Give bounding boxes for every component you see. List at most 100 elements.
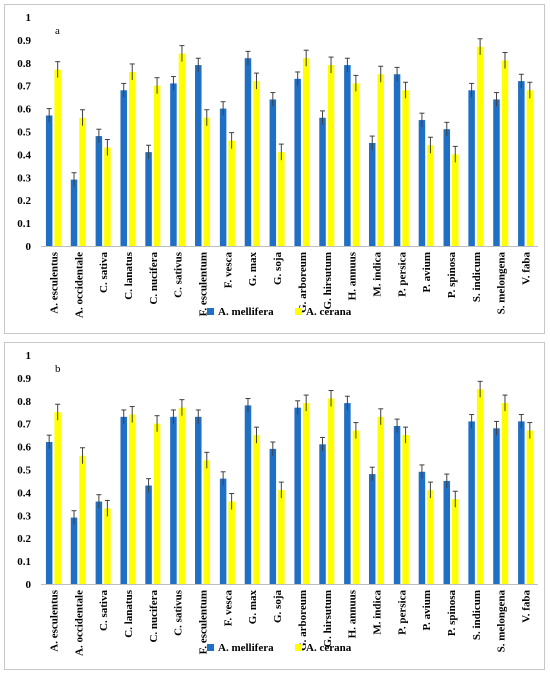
x-tick-label: P. avium [421,590,433,631]
x-tick-label: F. esculentum [198,590,210,654]
x-tick-label: H. annuus [347,251,359,300]
y-tick-label: 0.8 [17,396,31,408]
bar-mellifera [319,117,326,246]
x-tick-label: C. lanatus [123,251,135,299]
legend-label-mellifera: A. mellifera [218,306,274,318]
legend-swatch-mellifera [207,308,214,315]
legend-label-cerana: A. cerana [306,642,352,654]
bar-mellifera [45,442,53,584]
bar-mellifera [368,142,376,246]
x-tick-label: F. esculentum [198,252,210,316]
bar-chart-b: 0 0.1 0.2 0.3 0.4 0.5 0.6 0.7 0.8 0.9 1 b A. esculen… [17,350,538,656]
chart-panel-a: 0 0.1 0.2 0.3 0.4 0.5 0.6 0.7 0.8 0.9 1 a A. esculen… [4,4,545,334]
x-tick-label: G. hirsutum [322,590,334,647]
x-tick-label: A. esculentus [48,589,60,651]
bar-mellifera [170,83,177,246]
bar-mellifera [244,405,252,584]
x-tick-label: A. occidentale [73,252,85,318]
bar-cerana [79,455,86,584]
bar-cerana [203,117,211,246]
x-tick-label: G. hirsutum [322,252,334,309]
bar-cerana [153,85,161,246]
x-tick-label: G. max [247,590,259,625]
y-tick-label: 0.2 [17,533,31,545]
bar-cerana [377,416,384,584]
bar-mellifera [418,120,426,246]
bar-cerana [203,460,211,584]
bar-mellifera [418,471,426,584]
bar-cerana [501,60,509,247]
x-tick-label: C. lanatus [123,589,135,637]
y-tick-label: 0.9 [17,35,31,47]
y-tick-label: 0.1 [17,218,31,230]
bar-mellifera [368,474,376,584]
x-tick-label: C. sativus [173,589,185,636]
x-tick-label: V. faba [521,590,533,623]
bar-mellifera [443,129,451,246]
bar-mellifera [393,74,401,246]
y-tick-label: 1 [26,12,32,24]
bar-mellifera [170,416,177,584]
bar-mellifera [95,136,103,246]
x-tick-label: S. indicum [471,252,483,302]
bar-cerana [452,499,459,584]
y-tick-label: 0 [26,241,32,253]
bar-cerana [104,147,111,246]
bar-mellifera [344,65,351,246]
bar-cerana [228,140,235,246]
bar-cerana [278,152,285,246]
x-tick-label: G. soja [272,590,284,624]
bar-cerana [253,435,260,584]
bar-mellifera [120,416,127,584]
bar-mellifera [195,416,202,584]
y-tick-label: 0.4 [17,149,31,161]
bar-cerana [104,508,111,584]
x-tick-label: F. vesca [222,590,234,627]
y-tick-label: 0.5 [17,127,31,139]
bar-cerana [501,403,509,584]
legend-label-cerana: A. cerana [306,306,352,318]
bar-mellifera [244,58,252,246]
chart-panel-b: 0 0.1 0.2 0.3 0.4 0.5 0.6 0.7 0.8 0.9 1 b A. esculen… [4,342,545,670]
bar-mellifera [70,179,78,246]
bar-mellifera [269,99,277,246]
y-tick-label: 1 [26,350,32,362]
bar-cerana [253,81,260,247]
y-tick-label: 0.1 [17,556,31,568]
bar-mellifera [70,517,78,584]
bar-chart-a: 0 0.1 0.2 0.3 0.4 0.5 0.6 0.7 0.8 0.9 1 a A. esculen… [17,12,538,318]
bar-cerana [302,403,310,584]
bar-mellifera [518,421,525,584]
y-tick-label: 0.6 [17,104,31,116]
panel-label: b [55,363,61,375]
bar-cerana [128,414,136,584]
y-tick-label: 0.7 [17,419,31,431]
y-tick-label: 0.5 [17,465,31,477]
bar-cerana [54,69,61,246]
bar-cerana [79,117,86,246]
x-tick-label: C. sativa [98,590,110,631]
bar-cerana [128,71,136,247]
bar-mellifera [219,108,227,246]
bar-cerana [327,65,335,246]
bar-cerana [476,389,484,584]
bar-cerana [178,407,186,584]
x-tick-label: P. persica [396,252,408,297]
y-tick-label: 0.7 [17,81,31,93]
bar-mellifera [393,425,401,584]
bar-mellifera [145,152,152,246]
bar-mellifera [294,407,301,584]
y-tick-label: 0 [26,579,32,591]
bar-cerana [526,430,534,584]
x-tick-label: G. soja [272,252,284,286]
bar-mellifera [219,478,227,584]
bar-cerana [526,90,534,246]
y-tick-label: 0.6 [17,442,31,454]
legend-swatch-cerana [295,308,302,315]
bar-cerana [327,398,335,584]
bar-mellifera [120,90,127,246]
x-tick-label: C. nucifera [148,590,160,643]
y-tick-label: 0.8 [17,58,31,70]
y-tick-label: 0.3 [17,510,31,522]
bar-mellifera [518,81,525,247]
